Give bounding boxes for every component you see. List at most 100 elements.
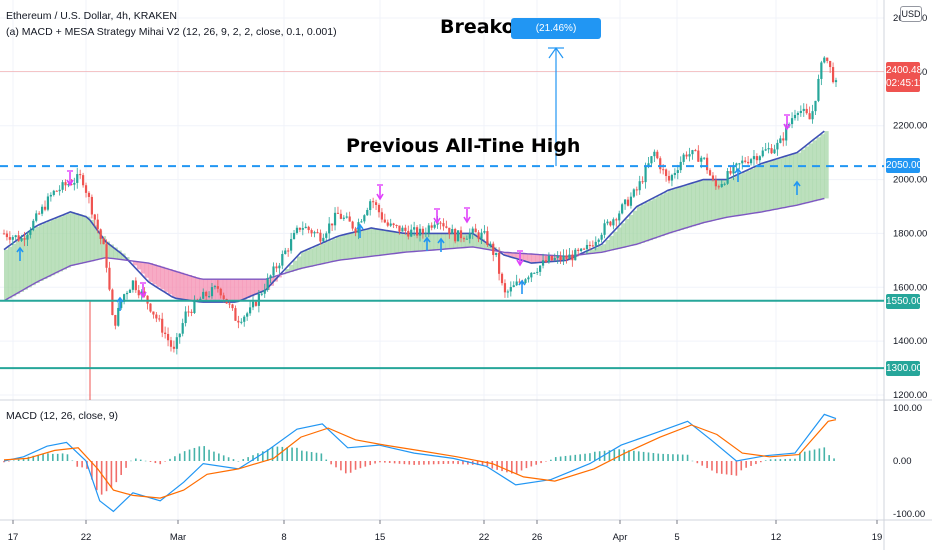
candle-body: [234, 308, 237, 321]
mesa-fill-segment: [82, 215, 87, 264]
mesa-fill-segment: [773, 159, 778, 210]
macd-histogram-bar: [105, 461, 108, 492]
candle-body: [471, 228, 474, 234]
candle-body: [58, 189, 61, 192]
sell-arrow-head-icon: [376, 193, 384, 201]
candle-body: [152, 311, 155, 315]
mesa-fill-segment: [23, 235, 28, 290]
candle-body: [653, 151, 656, 157]
candle-body: [248, 307, 252, 314]
candle-body: [735, 163, 738, 166]
mesa-fill-segment: [617, 227, 622, 249]
candle-body: [281, 253, 284, 266]
candle-body: [120, 301, 123, 308]
mesa-fill-segment: [50, 219, 56, 276]
candle-body: [366, 209, 369, 216]
candle-body: [246, 313, 249, 317]
macd-histogram-bar: [550, 459, 552, 461]
candle-body: [421, 228, 425, 234]
macd-histogram-bar: [672, 454, 674, 461]
macd-histogram-bar: [603, 450, 606, 461]
mesa-fill-segment: [613, 231, 618, 250]
mesa-fill-segment: [750, 168, 755, 214]
candle-body: [445, 226, 448, 228]
macd-histogram-bar: [662, 453, 664, 461]
mesa-fill-segment: [351, 232, 357, 259]
last-price-value: 2400.48: [886, 65, 923, 76]
candle-body: [752, 156, 756, 160]
macd-histogram-bar: [623, 449, 625, 461]
candle-body: [360, 221, 363, 223]
candle-body: [556, 255, 559, 258]
candle-body: [703, 157, 706, 159]
candle-body: [111, 289, 114, 316]
macd-histogram-bar: [47, 453, 49, 461]
mesa-fill-segment: [671, 189, 677, 233]
candle-body: [667, 175, 671, 181]
macd-histogram-bar: [476, 461, 479, 466]
candle-countdown: 02:45:11: [886, 78, 925, 89]
candle-body: [559, 255, 562, 261]
mesa-fill-segment: [253, 279, 259, 295]
mesa-fill-segment: [425, 233, 431, 251]
candle-body: [266, 278, 269, 290]
candle-body: [73, 182, 76, 185]
candle-body: [49, 194, 52, 197]
mesa-fill-segment: [652, 198, 657, 239]
macd-histogram-bar: [315, 452, 318, 461]
mesa-fill-segment: [296, 256, 302, 270]
macd-histogram-bar: [291, 447, 293, 461]
candle-body: [805, 108, 808, 114]
candle-body: [755, 156, 759, 161]
price-tick-label: 2200.00: [893, 121, 927, 132]
candle-body: [169, 340, 173, 347]
candle-body: [562, 255, 565, 261]
candle-body: [307, 226, 310, 231]
macd-histogram-bar: [393, 461, 396, 464]
candle-body: [114, 315, 117, 326]
mesa-fill-segment: [11, 243, 17, 297]
macd-histogram-bar: [711, 461, 713, 471]
candle-body: [164, 332, 167, 334]
macd-histogram-bar: [750, 461, 752, 466]
candle-body: [275, 266, 278, 269]
price-tick-label: 1800.00: [893, 228, 927, 239]
candle-body: [831, 67, 835, 83]
candle-body: [392, 223, 395, 225]
candle-body: [128, 289, 132, 293]
candle-body: [292, 232, 296, 240]
mesa-fill-segment: [605, 240, 610, 252]
macd-histogram-bar: [813, 449, 816, 461]
candle-body: [785, 126, 788, 141]
mesa-fill-segment: [691, 183, 696, 227]
candle-body: [52, 190, 55, 195]
macd-histogram-bar: [125, 461, 127, 468]
candle-body: [158, 318, 161, 320]
candle-body: [410, 229, 413, 237]
currency-button[interactable]: USD: [900, 6, 922, 22]
macd-histogram-bar: [598, 451, 601, 461]
candle-body: [284, 250, 287, 254]
mesa-fill-segment: [628, 214, 634, 246]
mesa-fill-segment: [269, 278, 275, 286]
buy-arrow-head-icon: [16, 246, 24, 253]
macd-histogram-bar: [808, 450, 811, 461]
macd-histogram-bar: [535, 461, 538, 465]
mesa-fill-segment: [406, 233, 411, 253]
candle-body: [87, 192, 91, 197]
mesa-fill-segment: [484, 241, 489, 249]
macd-histogram-bar: [159, 461, 162, 465]
candle-body: [137, 290, 140, 296]
mesa-fill-segment: [15, 241, 21, 295]
macd-histogram-bar: [100, 461, 103, 495]
candle-body: [342, 217, 345, 219]
mesa-fill-segment: [97, 230, 103, 260]
candle-body: [251, 301, 255, 308]
candle-body: [641, 181, 644, 183]
macd-histogram-bar: [525, 461, 528, 469]
candle-body: [325, 233, 328, 238]
macd-histogram-bar: [423, 461, 425, 465]
macd-histogram-bar: [81, 461, 83, 468]
price-tick-label: 1400.00: [893, 336, 927, 347]
